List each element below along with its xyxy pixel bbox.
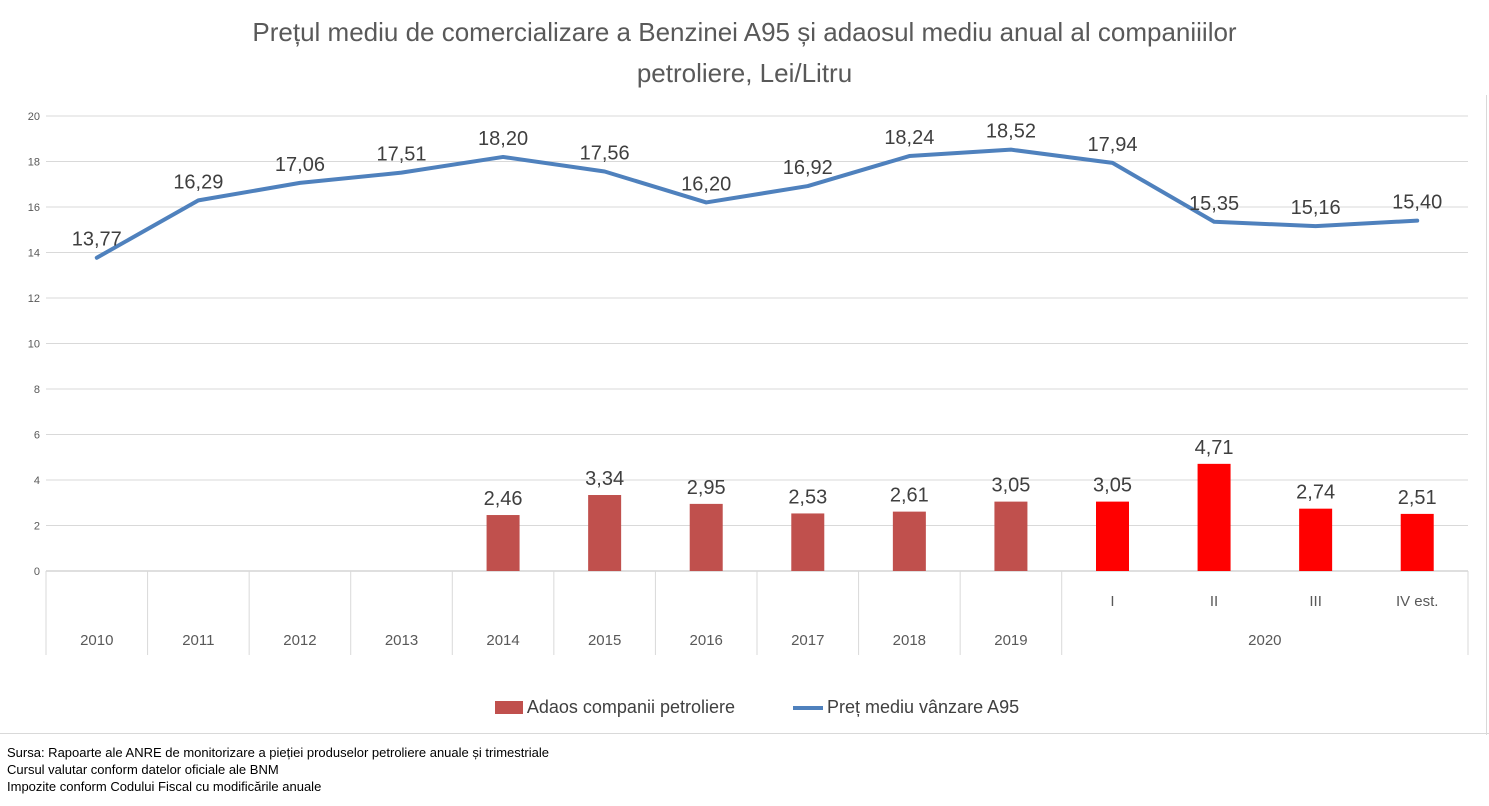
svg-text:17,51: 17,51: [376, 144, 426, 166]
svg-text:I: I: [1110, 593, 1114, 610]
svg-text:17,06: 17,06: [275, 154, 325, 176]
svg-text:2: 2: [34, 521, 40, 533]
svg-text:2,53: 2,53: [788, 486, 827, 508]
svg-text:3,05: 3,05: [991, 475, 1030, 497]
svg-text:18,20: 18,20: [478, 128, 528, 150]
svg-text:2015: 2015: [588, 632, 621, 649]
svg-text:III: III: [1309, 593, 1322, 610]
svg-text:0: 0: [34, 566, 40, 578]
svg-text:15,16: 15,16: [1291, 197, 1341, 219]
svg-text:15,40: 15,40: [1392, 192, 1442, 214]
svg-text:8: 8: [34, 384, 40, 396]
svg-text:3,34: 3,34: [585, 468, 624, 490]
legend-item-label: Adaos companii petroliere: [526, 697, 735, 717]
svg-text:15,35: 15,35: [1189, 193, 1239, 215]
source-notes: Sursa: Rapoarte ale ANRE de monitorizare…: [7, 744, 549, 795]
svg-text:12: 12: [28, 293, 40, 305]
legend-item-label: Preț mediu vânzare A95: [827, 697, 1020, 717]
svg-text:2020: 2020: [1248, 632, 1281, 649]
svg-text:6: 6: [34, 430, 40, 442]
svg-text:2019: 2019: [994, 632, 1027, 649]
source-note-line: Impozite conform Codului Fiscal cu modif…: [7, 779, 322, 794]
chart-title-line1: Prețul mediu de comercializare a Benzine…: [252, 17, 1237, 47]
legend-item-pret: Preț mediu vânzare A95: [793, 697, 1019, 718]
svg-text:4,71: 4,71: [1195, 437, 1234, 459]
svg-text:18: 18: [28, 157, 40, 169]
svg-text:2017: 2017: [791, 632, 824, 649]
svg-text:2,51: 2,51: [1398, 487, 1437, 509]
svg-text:16: 16: [28, 202, 40, 214]
chart-title-line2: petroliere, Lei/Litru: [636, 58, 853, 88]
svg-text:10: 10: [28, 339, 40, 351]
legend-bar-swatch-icon: [494, 701, 523, 714]
legend-line-swatch-icon: [793, 705, 823, 710]
svg-text:IV est.: IV est.: [1396, 593, 1439, 610]
svg-text:16,20: 16,20: [681, 173, 731, 195]
svg-text:20: 20: [28, 111, 40, 123]
svg-text:2,74: 2,74: [1296, 482, 1335, 504]
svg-text:2011: 2011: [182, 632, 214, 649]
source-note-line: Sursa: Rapoarte ale ANRE de monitorizare…: [7, 745, 549, 760]
svg-text:18,24: 18,24: [884, 127, 934, 149]
svg-text:2013: 2013: [385, 632, 418, 649]
svg-text:16,29: 16,29: [173, 171, 223, 193]
svg-text:II: II: [1210, 593, 1218, 610]
svg-text:2014: 2014: [486, 632, 519, 649]
chart-right-border: [1486, 95, 1487, 735]
svg-text:17,56: 17,56: [580, 143, 630, 165]
svg-text:17,94: 17,94: [1087, 134, 1137, 156]
chart-bottom-divider: [0, 733, 1489, 734]
legend: Adaos companii petroliere Preț mediu vân…: [46, 697, 1468, 718]
source-note-line: Cursul valutar conform datelor oficiale …: [7, 762, 279, 777]
svg-text:2,95: 2,95: [687, 477, 726, 499]
plot-canvas: 0 2 4 6 8 10 12 14 16 18 20 2010 2011 2012 2013 2014 201…: [28, 111, 1469, 655]
chart-title: Prețul mediu de comercializare a Benzine…: [0, 12, 1489, 94]
legend-item-adaos: Adaos companii petroliere: [494, 697, 735, 718]
svg-text:2012: 2012: [283, 632, 316, 649]
svg-text:14: 14: [28, 248, 40, 260]
svg-text:13,77: 13,77: [72, 229, 122, 251]
svg-text:2010: 2010: [80, 632, 113, 649]
svg-text:3,05: 3,05: [1093, 475, 1132, 497]
svg-text:2016: 2016: [690, 632, 723, 649]
svg-text:2,61: 2,61: [890, 485, 929, 507]
svg-text:16,92: 16,92: [783, 157, 833, 179]
svg-text:2018: 2018: [893, 632, 926, 649]
svg-text:18,52: 18,52: [986, 121, 1036, 143]
svg-text:2,46: 2,46: [484, 488, 523, 510]
svg-text:4: 4: [34, 475, 40, 487]
